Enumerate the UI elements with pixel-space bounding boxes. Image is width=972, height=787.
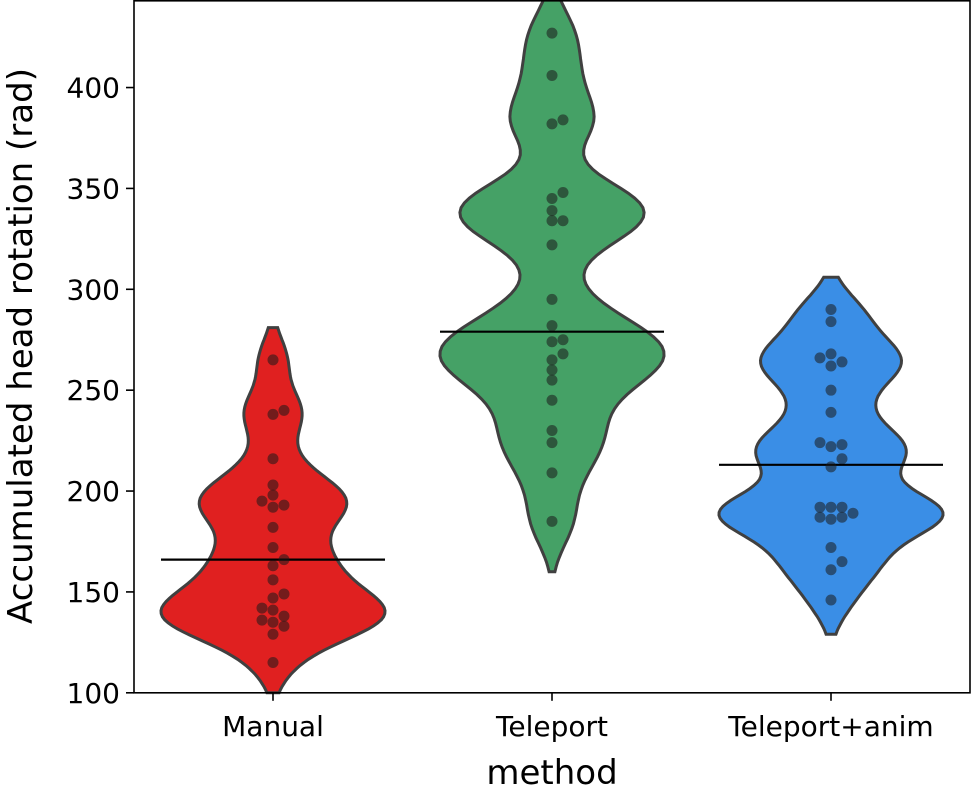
data-point xyxy=(546,394,558,406)
y-tick-label: 300 xyxy=(67,273,120,306)
data-point xyxy=(546,118,558,130)
data-point xyxy=(825,542,837,554)
data-point xyxy=(267,489,279,501)
data-point xyxy=(825,513,837,525)
data-point xyxy=(278,499,290,511)
data-point xyxy=(278,404,290,416)
data-point xyxy=(557,215,569,227)
data-point xyxy=(546,320,558,332)
data-point xyxy=(836,356,848,368)
points-layer xyxy=(256,27,859,669)
data-point xyxy=(557,334,569,346)
violin-teleport xyxy=(438,0,666,574)
data-point xyxy=(546,239,558,251)
data-point xyxy=(825,384,837,396)
data-point xyxy=(267,657,279,669)
data-point xyxy=(278,554,290,566)
y-tick-label: 200 xyxy=(67,475,120,508)
data-point xyxy=(825,564,837,576)
data-point xyxy=(814,511,826,523)
data-point xyxy=(267,521,279,533)
data-point xyxy=(836,501,848,513)
data-point xyxy=(546,467,558,479)
data-point xyxy=(546,27,558,39)
data-point xyxy=(836,511,848,523)
x-tick-label: Manual xyxy=(222,710,324,743)
data-point xyxy=(278,588,290,600)
x-axis: Manual Teleport Teleport+anim xyxy=(222,692,934,743)
data-point xyxy=(267,453,279,465)
data-point xyxy=(557,114,569,126)
data-point xyxy=(825,316,837,328)
data-point xyxy=(836,453,848,465)
data-point xyxy=(256,495,268,507)
y-tick-label: 250 xyxy=(67,374,120,407)
x-tick-label: Teleport xyxy=(495,710,608,743)
data-point xyxy=(546,205,558,217)
violin-teleport-anim xyxy=(717,275,945,636)
data-point xyxy=(814,501,826,513)
x-tick-label: Teleport+anim xyxy=(727,710,933,743)
data-point xyxy=(825,360,837,372)
data-point xyxy=(267,604,279,616)
data-point xyxy=(825,441,837,453)
data-point xyxy=(267,354,279,366)
violins-layer xyxy=(159,0,945,695)
data-point xyxy=(825,348,837,360)
y-axis: 100 150 200 250 300 350 400 xyxy=(67,72,134,710)
data-point xyxy=(546,515,558,527)
data-point xyxy=(836,556,848,568)
x-axis-title: method xyxy=(486,753,617,787)
data-point xyxy=(546,69,558,81)
data-point xyxy=(267,574,279,586)
data-point xyxy=(267,479,279,491)
data-point xyxy=(814,437,826,449)
data-point xyxy=(267,408,279,420)
y-tick-label: 150 xyxy=(67,576,120,609)
data-point xyxy=(546,293,558,305)
data-point xyxy=(825,594,837,606)
data-point xyxy=(546,374,558,386)
data-point xyxy=(825,406,837,418)
data-point xyxy=(256,602,268,614)
data-point xyxy=(278,610,290,622)
data-point xyxy=(557,348,569,360)
data-point xyxy=(825,303,837,315)
data-point xyxy=(546,437,558,449)
data-point xyxy=(267,592,279,604)
data-point xyxy=(546,425,558,437)
data-point xyxy=(825,461,837,473)
data-point xyxy=(825,501,837,513)
data-point xyxy=(546,336,558,348)
y-tick-label: 350 xyxy=(67,172,120,205)
data-point xyxy=(546,364,558,376)
y-axis-title: Accumulated head rotation (rad) xyxy=(1,68,41,624)
data-point xyxy=(847,507,859,519)
data-point xyxy=(546,193,558,205)
data-point xyxy=(836,439,848,451)
data-point xyxy=(278,620,290,632)
data-point xyxy=(267,542,279,554)
data-point xyxy=(546,354,558,366)
data-point xyxy=(267,501,279,513)
data-point xyxy=(267,628,279,640)
data-point xyxy=(546,215,558,227)
data-point xyxy=(267,560,279,572)
data-point xyxy=(557,186,569,198)
data-point xyxy=(814,352,826,364)
y-tick-label: 400 xyxy=(67,72,120,105)
data-point xyxy=(267,616,279,628)
data-point xyxy=(256,614,268,626)
y-tick-label: 100 xyxy=(67,677,120,710)
